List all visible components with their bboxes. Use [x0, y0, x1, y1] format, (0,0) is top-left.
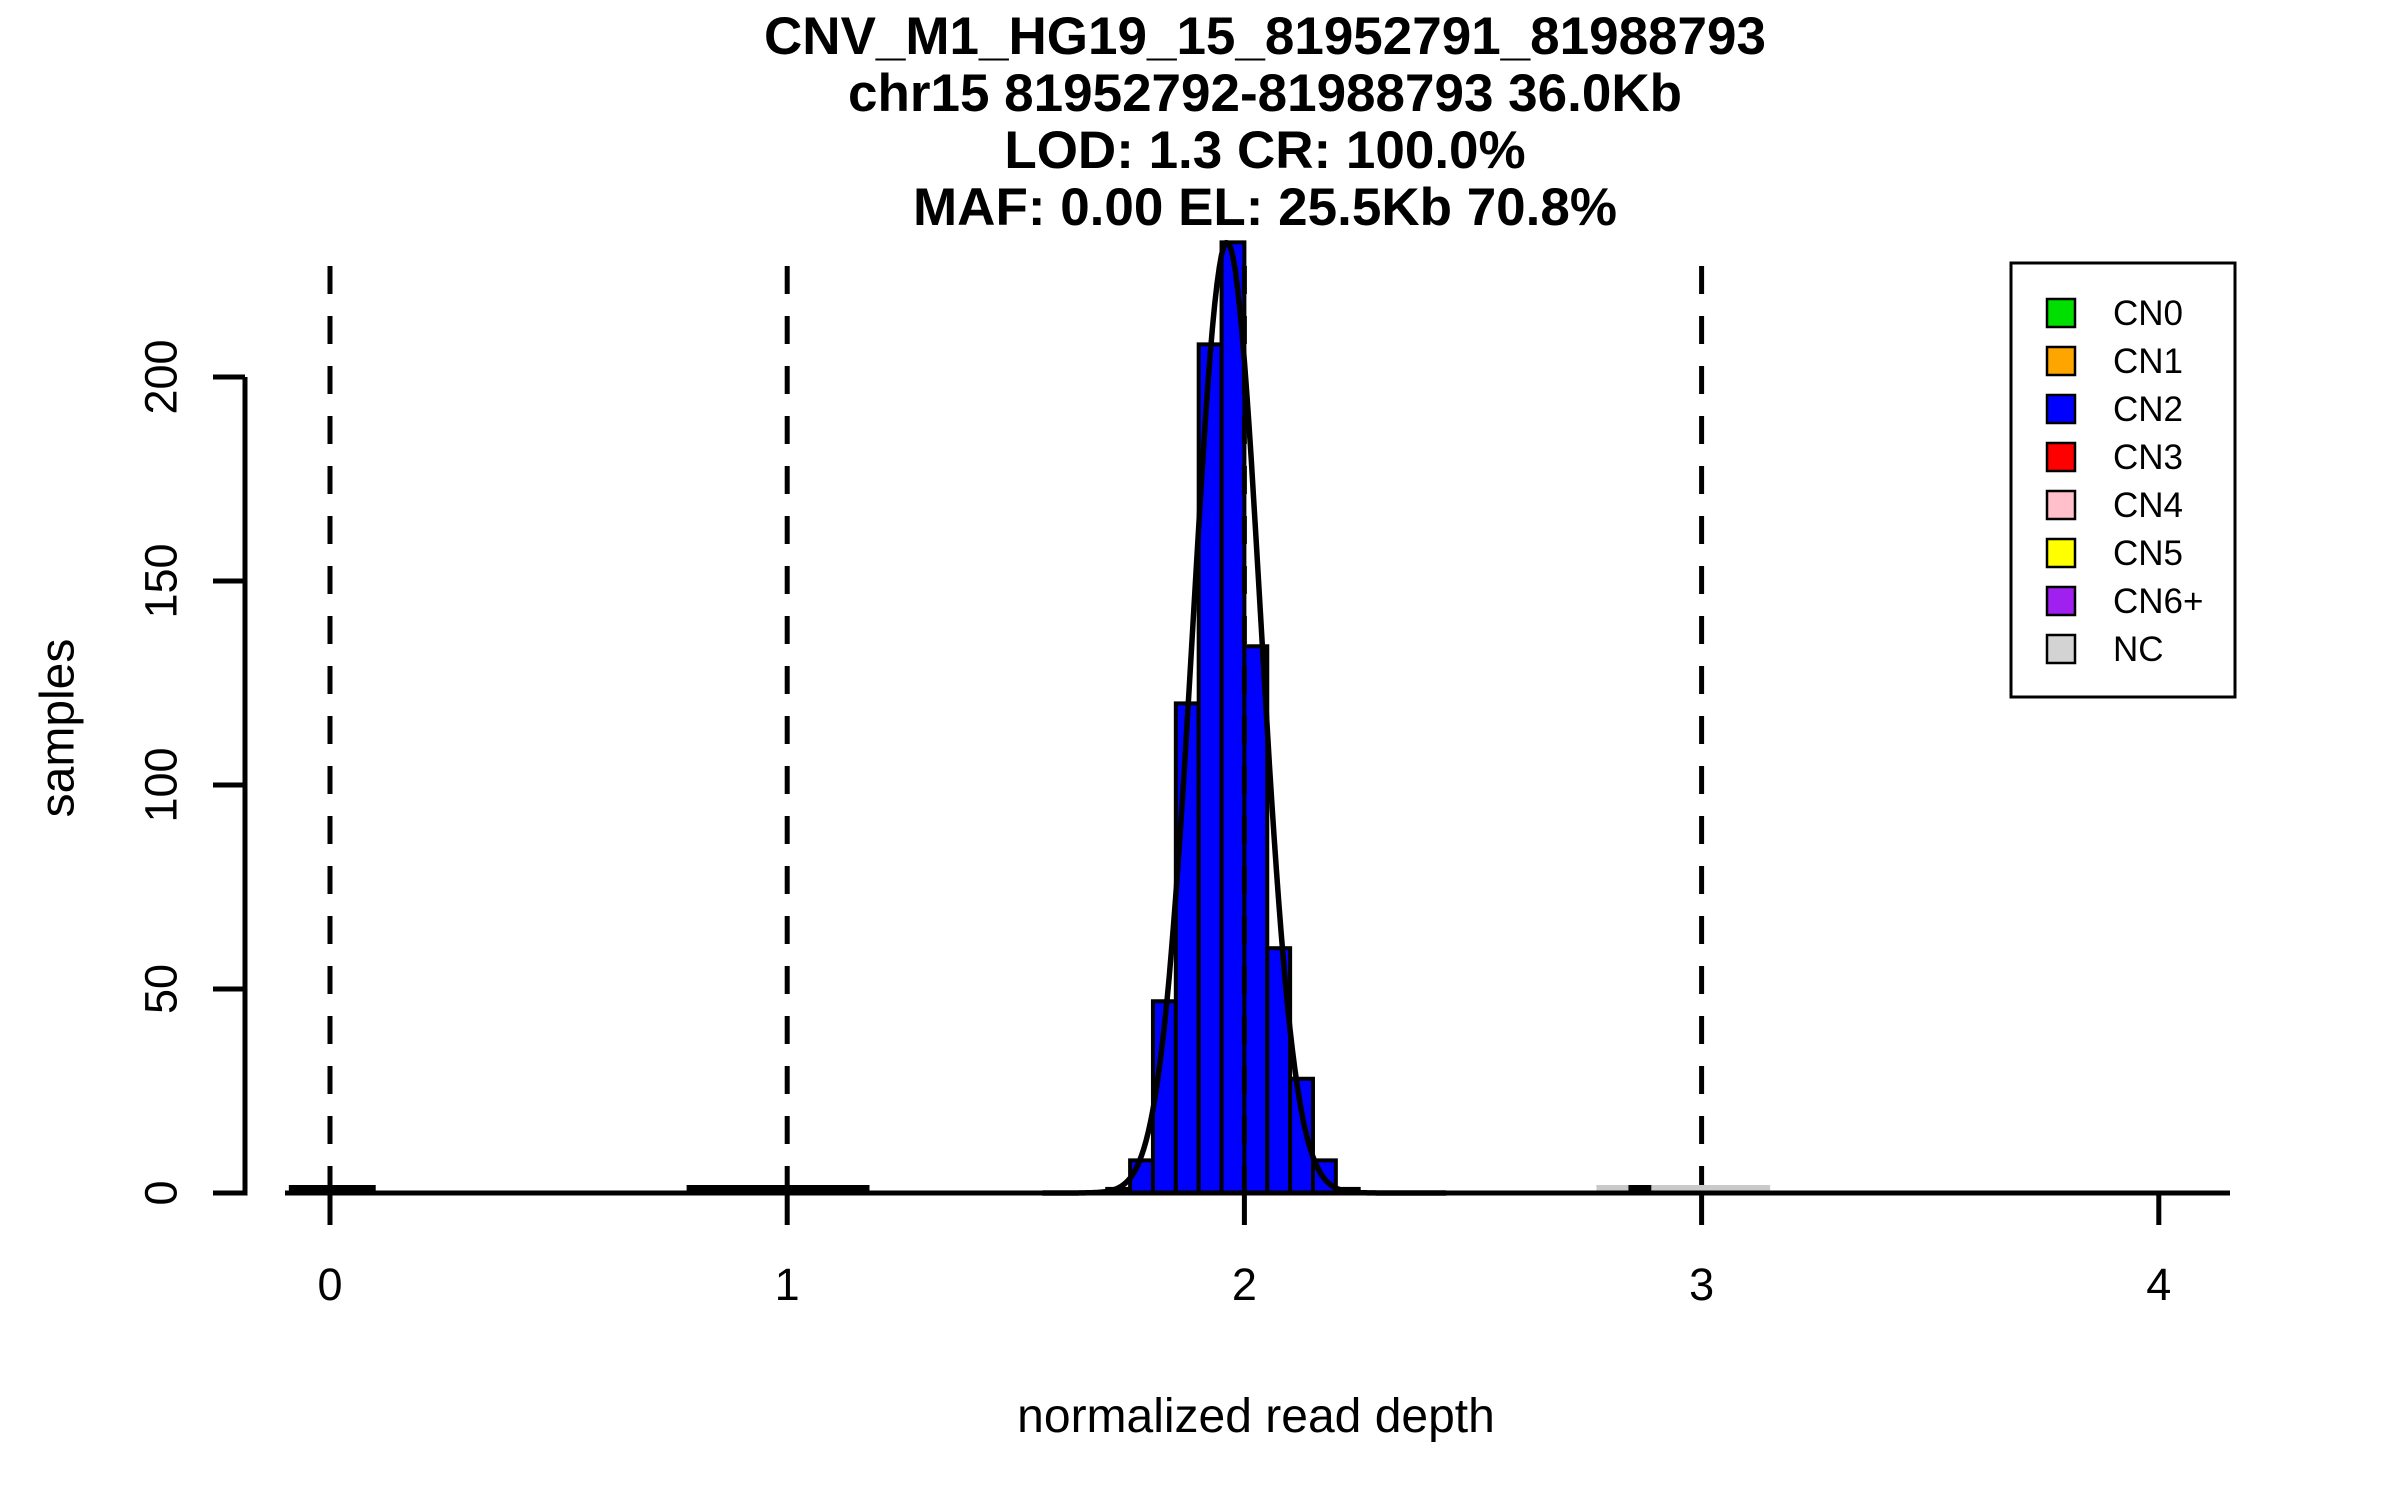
legend: CN0 CN1 CN2 CN3 CN4 CN5 CN6+ NC: [2009, 261, 2237, 699]
legend-label-cn0: CN0: [2113, 294, 2183, 333]
y-axis-label: samples: [32, 639, 85, 818]
baseline-bump: [288, 1185, 376, 1193]
baseline-bump: [1628, 1185, 1652, 1193]
x-tick-label: 2: [1232, 1259, 1257, 1310]
x-tick-label: 3: [1689, 1259, 1714, 1310]
title-line-4: MAF: 0.00 EL: 25.5Kb 70.8%: [913, 178, 1617, 237]
legend-swatch-cn1: [2045, 345, 2077, 377]
title-line-3: LOD: 1.3 CR: 100.0%: [1004, 121, 1525, 180]
histogram-bar: [1219, 240, 1247, 1196]
legend-label-cn5: CN5: [2113, 534, 2183, 573]
title-line-2: chr15 81952792-81988793 36.0Kb: [848, 64, 1682, 123]
baseline-bump: [1596, 1185, 1771, 1193]
x-tick-label: 4: [2146, 1259, 2171, 1310]
y-tick-label: 0: [136, 1180, 187, 1205]
y-tick-label: 150: [136, 543, 187, 618]
legend-label-cn3: CN3: [2113, 438, 2183, 477]
histogram-bar: [1173, 701, 1201, 1196]
title-line-1: CNV_M1_HG19_15_81952791_81988793: [764, 7, 1766, 66]
legend-swatch-cn5: [2045, 537, 2077, 569]
legend-swatch-cn3: [2045, 441, 2077, 473]
legend-label-cn4: CN4: [2113, 486, 2183, 525]
legend-label-cn2: CN2: [2113, 390, 2183, 429]
y-tick-label: 50: [136, 964, 187, 1014]
baseline-bump: [686, 1185, 870, 1193]
y-tick-label: 200: [136, 339, 187, 414]
legend-swatch-cn2: [2045, 393, 2077, 425]
legend-label-nc: NC: [2113, 630, 2164, 669]
x-tick-label: 1: [775, 1259, 800, 1310]
legend-label-cn6plus: CN6+: [2113, 582, 2203, 621]
legend-swatch-cn0: [2045, 297, 2077, 329]
legend-swatch-nc: [2045, 633, 2077, 665]
x-axis-label: normalized read depth: [1017, 1390, 1495, 1443]
legend-box: [2009, 261, 2237, 699]
legend-label-cn1: CN1: [2113, 342, 2183, 381]
y-tick-label: 100: [136, 747, 187, 822]
legend-swatch-cn6plus: [2045, 585, 2077, 617]
legend-swatch-cn4: [2045, 489, 2077, 521]
histogram-bar: [1242, 644, 1270, 1195]
x-tick-label: 0: [317, 1259, 342, 1310]
plot-area: 0 1 2 3 4 0 50 100 150 200: [136, 239, 2230, 1310]
